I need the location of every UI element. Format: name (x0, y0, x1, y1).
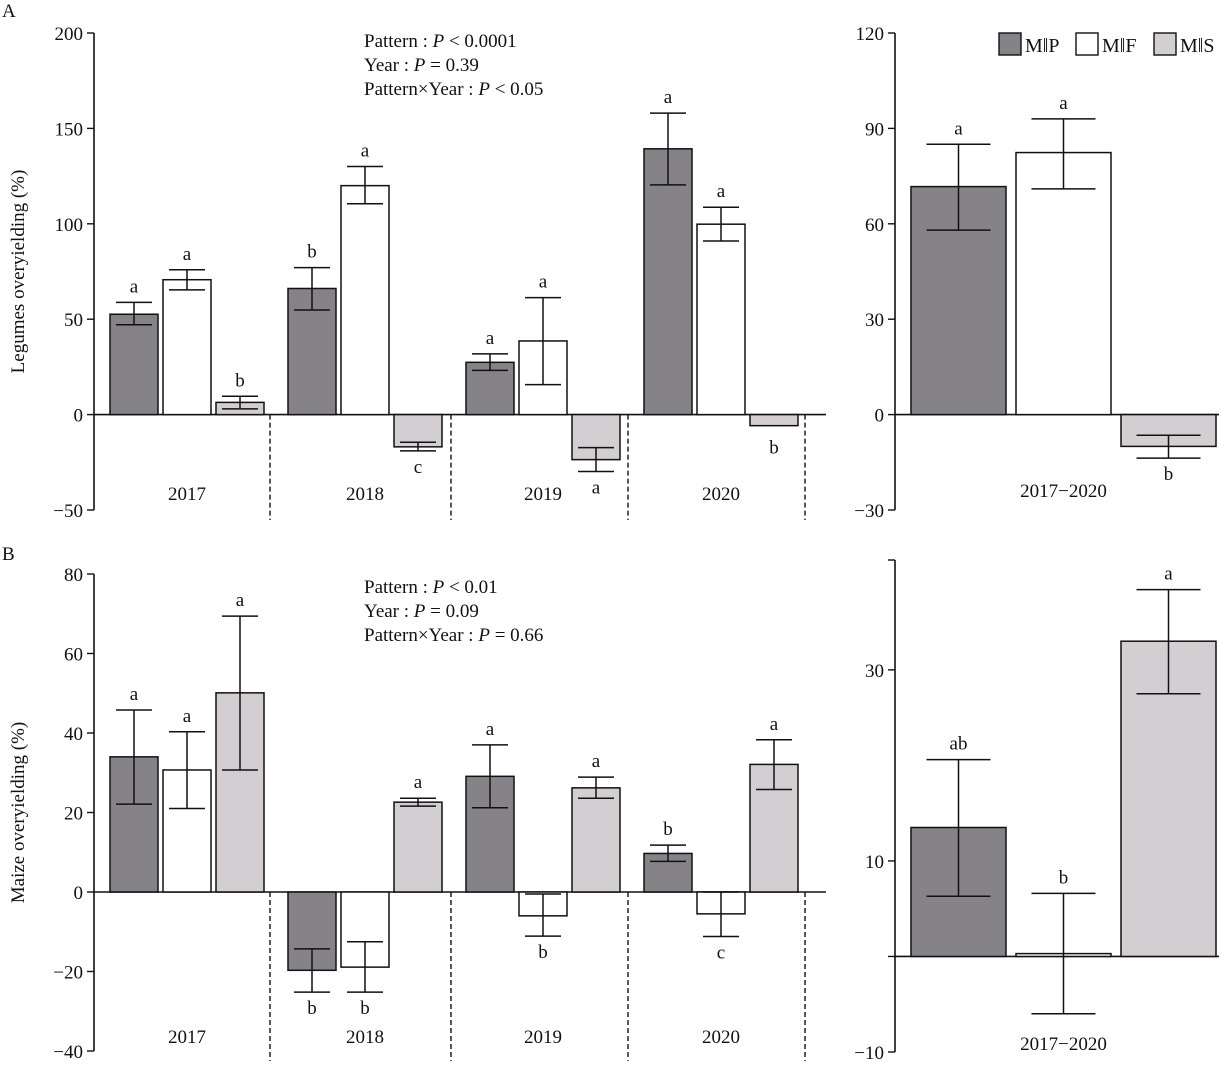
significance-letter: c (414, 457, 422, 478)
y-tick-label: −30 (854, 501, 884, 522)
y-tick-label: 80 (64, 565, 83, 586)
bar (340, 184, 390, 416)
x-category-label: 2017−2020 (1020, 481, 1107, 502)
significance-letter: b (235, 370, 245, 391)
legend-label: M‖S (1180, 35, 1215, 57)
significance-letter: a (361, 141, 370, 162)
significance-letter: a (236, 590, 245, 611)
y-tick-label: 20 (64, 804, 83, 825)
x-category-label: 2020 (702, 484, 740, 505)
bar (1015, 151, 1112, 416)
significance-letter: b (1059, 867, 1069, 888)
significance-letter: b (1164, 464, 1174, 485)
significance-letter: a (1059, 93, 1068, 114)
bar (696, 223, 746, 416)
panel-a-mean: −30 0 30 60 90 120 a a b 2017−2020 (854, 24, 1219, 522)
significance-letter: a (954, 118, 963, 139)
significance-letter: b (769, 438, 779, 459)
stat-line: Year : P = 0.39 (364, 55, 479, 76)
x-category-label: 2019 (524, 1027, 562, 1048)
bar (393, 413, 443, 448)
legend: M‖P M‖F M‖S (998, 32, 1215, 57)
significance-letter: a (130, 684, 139, 705)
significance-letter: a (486, 719, 495, 740)
y-tick-label: 0 (875, 406, 885, 427)
legend-swatch (1075, 32, 1099, 56)
stat-line: Pattern×Year : P = 0.66 (364, 625, 543, 646)
y-tick-label: 60 (64, 645, 83, 666)
bar (571, 787, 621, 893)
significance-letter: b (307, 998, 317, 1019)
y-tick-label: −40 (53, 1042, 83, 1063)
y-tick-label: −10 (854, 1043, 884, 1064)
stat-line: Pattern : P < 0.0001 (364, 31, 517, 52)
y-tick-label: 60 (865, 215, 884, 236)
significance-letter: a (130, 276, 139, 297)
x-category-label: 2018 (346, 1027, 384, 1048)
y-tick-label: 90 (865, 119, 884, 140)
y-tick-label: 50 (64, 310, 83, 331)
bar (393, 801, 443, 893)
bar (109, 313, 159, 416)
panel-a: −50 0 50 100 150 200 Legumes overyielding (%) a… (8, 24, 826, 522)
panel-b-mean: −10 10 30 ab b a 2017−2020 (854, 559, 1219, 1064)
panel-b: −40 −20 0 20 40 60 80 Maize overyielding (%) a a a… (8, 565, 826, 1063)
x-category-label: 2017−2020 (1020, 1034, 1107, 1055)
significance-letter: a (486, 328, 495, 349)
y-tick-label: 10 (865, 852, 884, 873)
bar (162, 278, 212, 416)
y-tick-label: 150 (55, 119, 84, 140)
significance-letter: a (770, 714, 779, 735)
x-category-label: 2017 (168, 1027, 206, 1048)
y-tick-label: −50 (53, 501, 83, 522)
legend-swatch (1153, 32, 1177, 56)
bar (749, 413, 799, 427)
significance-letter: a (414, 772, 423, 793)
significance-letter: c (717, 943, 725, 964)
panel-letter-a: A (2, 1, 16, 22)
x-category-label: 2019 (524, 484, 562, 505)
y-tick-label: 30 (865, 310, 884, 331)
significance-letter: ab (950, 734, 968, 755)
significance-letter: a (183, 706, 192, 727)
significance-letter: a (664, 87, 673, 108)
significance-letter: b (307, 242, 317, 263)
x-category-label: 2018 (346, 484, 384, 505)
bar (1120, 413, 1217, 448)
significance-letter: a (717, 181, 726, 202)
y-tick-label: 0 (74, 883, 84, 904)
y-tick-label: 0 (74, 406, 84, 427)
bar (643, 148, 693, 416)
significance-letter: a (1164, 564, 1173, 585)
stat-line: Year : P = 0.09 (364, 601, 479, 622)
significance-letter: b (663, 819, 673, 840)
legend-label: M‖F (1102, 35, 1137, 57)
y-tick-label: 200 (55, 24, 84, 45)
panel-letter-b: B (2, 544, 15, 565)
x-category-label: 2017 (168, 484, 206, 505)
y-tick-label: 120 (856, 24, 885, 45)
y-tick-label: 40 (64, 724, 83, 745)
significance-letter: a (592, 477, 601, 498)
y-tick-label: 30 (865, 661, 884, 682)
significance-letter: a (539, 272, 548, 293)
x-category-label: 2020 (702, 1027, 740, 1048)
significance-letter: b (360, 998, 370, 1019)
legend-swatch (998, 32, 1022, 56)
stat-line: Pattern×Year : P < 0.05 (364, 79, 543, 100)
y-tick-label: −20 (53, 963, 83, 984)
y-axis-title: Maize overyielding (%) (8, 722, 29, 903)
legend-label: M‖P (1025, 35, 1060, 57)
y-tick-label: 100 (55, 215, 84, 236)
significance-letter: a (183, 244, 192, 265)
y-axis-title: Legumes overyielding (%) (8, 170, 29, 374)
significance-letter: b (538, 942, 548, 963)
significance-letter: a (592, 751, 601, 772)
stat-line: Pattern : P < 0.01 (364, 577, 498, 598)
